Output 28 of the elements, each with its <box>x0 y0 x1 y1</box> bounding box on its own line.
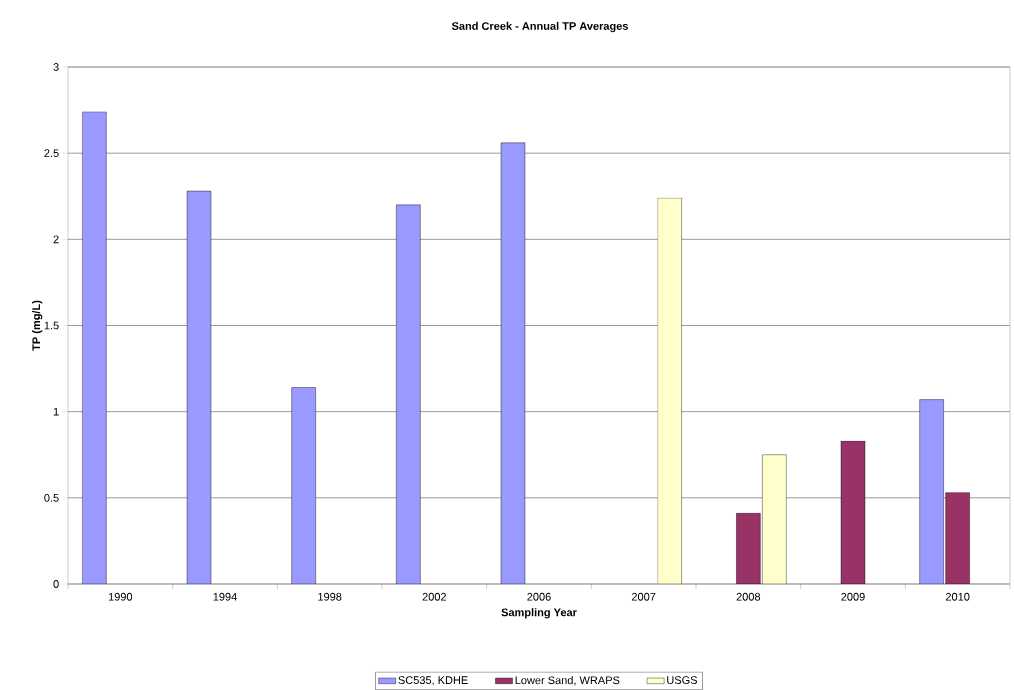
x-tick-label: 1998 <box>318 592 342 601</box>
y-axis-title: TP (mg/L) <box>32 300 43 351</box>
y-tick-label: 1.5 <box>44 321 59 330</box>
x-tick-label: 2006 <box>527 592 551 601</box>
y-tick-label: 0.5 <box>44 493 59 502</box>
x-tick-label: 2007 <box>631 592 656 601</box>
bar <box>396 204 421 584</box>
bar <box>291 387 316 584</box>
bar <box>919 399 944 584</box>
legend-label: Lower Sand, WRAPS <box>515 676 620 686</box>
x-tick-label: 2008 <box>736 592 761 601</box>
x-axis-title: Sampling Year <box>501 608 577 619</box>
y-tick-label: 0 <box>53 580 59 588</box>
x-tick-label: 2002 <box>422 592 447 601</box>
bar <box>500 142 526 584</box>
y-tick-label: 2.5 <box>44 149 59 158</box>
x-tick-label: 2010 <box>945 592 970 601</box>
bar <box>186 190 212 584</box>
y-tick-label: 2 <box>53 235 59 244</box>
x-tick-label: 1994 <box>213 592 237 601</box>
legend-label: USGS <box>667 676 698 685</box>
y-tick-label: 1 <box>53 407 59 416</box>
x-tick-label: 1990 <box>108 592 133 601</box>
x-tick-label: 2009 <box>841 592 865 601</box>
legend-label: SC535, KDHE <box>398 676 468 686</box>
y-tick-label: 3 <box>53 63 59 71</box>
bar <box>82 111 107 584</box>
chart-title: Sand Creek - Annual TP Averages <box>451 21 628 33</box>
